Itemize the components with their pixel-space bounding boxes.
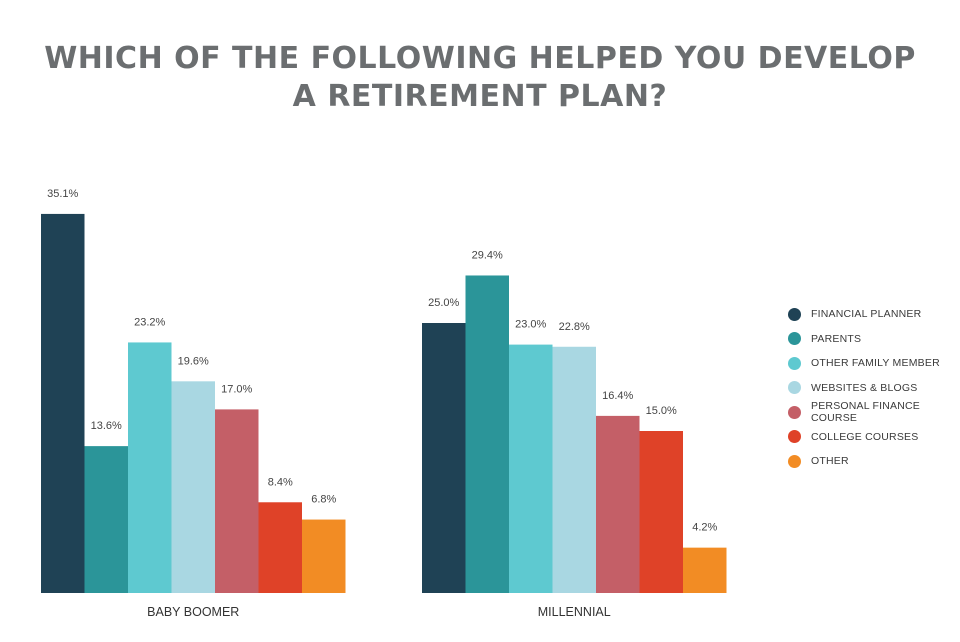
legend-label: WEBSITES & BLOGS (811, 381, 918, 394)
bar-baby-boomer-personal-finance-course (215, 409, 259, 593)
data-label: 17.0% (221, 383, 252, 395)
legend: FINANCIAL PLANNER PARENTS OTHER FAMILY MEM… (788, 302, 960, 474)
legend-item: OTHER FAMILY MEMBER (788, 351, 960, 376)
legend-item: PERSONAL FINANCE COURSE (788, 400, 960, 425)
bar-millennial-other-family-member (509, 344, 553, 593)
bar-millennial-college-courses (639, 431, 683, 593)
legend-item: PARENTS (788, 327, 960, 352)
bar-baby-boomer-college-courses (258, 502, 302, 593)
bar-baby-boomer-other (302, 519, 346, 593)
data-label: 23.2% (134, 316, 165, 328)
bar-millennial-websites-blogs (552, 346, 596, 593)
data-label: 29.4% (472, 249, 503, 261)
bar-millennial-other (683, 547, 727, 593)
data-label: 35.1% (47, 188, 78, 200)
legend-item: FINANCIAL PLANNER (788, 302, 960, 327)
bar-baby-boomer-parents (84, 446, 128, 593)
bar-millennial-parents (465, 275, 509, 593)
legend-swatch (788, 405, 801, 419)
legend-swatch (788, 430, 801, 444)
legend-label: OTHER (811, 455, 849, 468)
bar-baby-boomer-websites-blogs (171, 381, 215, 593)
data-label: 4.2% (692, 522, 717, 534)
legend-swatch (788, 356, 801, 370)
bar-baby-boomer-other-family-member (128, 342, 172, 593)
legend-swatch (788, 307, 801, 321)
legend-label: FINANCIAL PLANNER (811, 308, 922, 321)
bar-millennial-financial-planner (422, 323, 466, 593)
legend-swatch (788, 332, 801, 346)
data-label: 6.8% (311, 494, 336, 506)
category-label: MILLENNIAL (538, 605, 611, 619)
legend-item: OTHER (788, 449, 960, 474)
legend-swatch (788, 454, 801, 468)
legend-label: OTHER FAMILY MEMBER (811, 357, 940, 370)
legend-label: COLLEGE COURSES (811, 430, 919, 443)
chart-title: WHICH OF THE FOLLOWING HELPED YOU DEVELO… (44, 41, 916, 114)
data-label: 23.0% (515, 319, 546, 331)
data-label: 15.0% (646, 405, 677, 417)
data-label: 8.4% (268, 476, 293, 488)
legend-item: WEBSITES & BLOGS (788, 376, 960, 401)
bar-millennial-personal-finance-course (596, 415, 640, 593)
legend-item: COLLEGE COURSES (788, 425, 960, 450)
data-label: 25.0% (428, 297, 459, 309)
data-label: 22.8% (559, 321, 590, 333)
data-label: 13.6% (91, 420, 122, 432)
legend-label: PARENTS (811, 332, 862, 345)
bar-baby-boomer-financial-planner (41, 213, 85, 594)
data-label: 19.6% (178, 355, 209, 367)
legend-swatch (788, 381, 801, 395)
category-label: BABY BOOMER (147, 605, 239, 619)
data-label: 16.4% (602, 390, 633, 402)
legend-label: PERSONAL FINANCE COURSE (811, 400, 920, 425)
